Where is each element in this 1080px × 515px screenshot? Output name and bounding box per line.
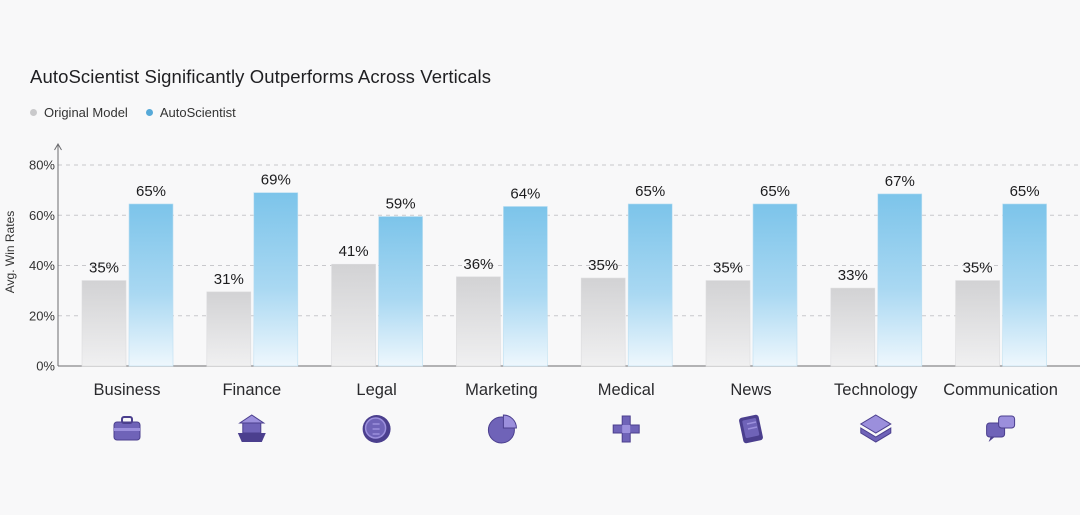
icon-shape bbox=[121, 416, 133, 424]
bar-autoscientist bbox=[128, 203, 174, 367]
legend-item-autoscientist: AutoScientist bbox=[145, 105, 236, 120]
legend-swatch-original bbox=[30, 109, 37, 116]
icon-shape bbox=[372, 423, 380, 435]
legal-seal-icon bbox=[362, 415, 391, 443]
data-label: 35% bbox=[963, 260, 993, 277]
data-label: 65% bbox=[1010, 183, 1040, 200]
x-tick-label: Medical bbox=[598, 381, 655, 399]
bar-autoscientist bbox=[1002, 203, 1047, 367]
medical-cross-icon bbox=[612, 415, 640, 443]
icon-shape bbox=[622, 425, 631, 433]
x-tick-label: Marketing bbox=[465, 381, 537, 399]
data-label: 35% bbox=[713, 260, 743, 277]
bar-original-model bbox=[331, 263, 376, 367]
legend-item-original: Original Model bbox=[30, 105, 128, 120]
chip-icon bbox=[859, 414, 892, 443]
data-label: 65% bbox=[760, 183, 790, 200]
x-tick-label: Legal bbox=[356, 381, 396, 399]
pie-chart-icon bbox=[487, 414, 517, 444]
icon-shape bbox=[859, 414, 892, 434]
x-tick-label: News bbox=[730, 381, 771, 399]
data-label: 35% bbox=[588, 257, 618, 274]
bar-original-model bbox=[206, 291, 252, 367]
y-axis-label: Avg. Win Rates bbox=[3, 211, 17, 293]
icon-shape bbox=[237, 433, 266, 442]
bar-original-model bbox=[456, 276, 501, 367]
chat-icon bbox=[986, 415, 1016, 442]
y-tick-label: 40% bbox=[29, 258, 55, 273]
bar-original-model bbox=[955, 280, 1000, 367]
bank-icon bbox=[237, 414, 266, 442]
bar-autoscientist bbox=[378, 216, 423, 367]
data-label: 35% bbox=[89, 260, 119, 277]
bar-autoscientist bbox=[877, 193, 923, 367]
icon-shape bbox=[998, 415, 1016, 429]
bar-autoscientist bbox=[752, 203, 798, 367]
data-label: 36% bbox=[463, 256, 493, 273]
icon-shape bbox=[988, 437, 995, 442]
icon-shape bbox=[242, 422, 262, 434]
data-label: 67% bbox=[885, 173, 915, 190]
y-axis-arrow bbox=[54, 143, 62, 151]
data-label: 31% bbox=[214, 271, 244, 288]
bar-autoscientist bbox=[503, 206, 548, 367]
data-label: 41% bbox=[339, 243, 369, 260]
icon-shape bbox=[746, 421, 758, 430]
data-label: 59% bbox=[386, 196, 416, 213]
bar-original-model bbox=[830, 287, 876, 367]
newspaper-icon bbox=[739, 414, 763, 444]
legend-label-original: Original Model bbox=[44, 105, 128, 120]
y-tick-label: 0% bbox=[36, 359, 55, 374]
x-tick-label: Business bbox=[94, 381, 161, 399]
bar-original-model bbox=[580, 277, 626, 367]
icon-shape bbox=[364, 417, 387, 439]
y-tick-label: 80% bbox=[29, 158, 55, 173]
x-tick-label: Technology bbox=[834, 381, 918, 399]
chart-title: AutoScientist Significantly Outperforms … bbox=[30, 66, 492, 87]
icon-shape bbox=[114, 428, 140, 431]
data-label: 64% bbox=[510, 185, 540, 202]
data-label: 69% bbox=[261, 172, 291, 189]
data-label: 33% bbox=[838, 267, 868, 284]
y-tick-label: 20% bbox=[29, 308, 55, 323]
data-label: 65% bbox=[635, 183, 665, 200]
icon-shape bbox=[860, 427, 892, 443]
briefcase-icon bbox=[113, 416, 141, 441]
bar-autoscientist bbox=[627, 203, 673, 367]
data-label: 65% bbox=[136, 183, 166, 200]
icon-shape bbox=[502, 414, 517, 429]
bar-autoscientist bbox=[253, 192, 299, 367]
x-tick-label: Communication bbox=[943, 381, 1058, 399]
x-tick-label: Finance bbox=[222, 381, 281, 399]
bar-original-model bbox=[705, 280, 751, 367]
legend: Original Model AutoScientist bbox=[30, 105, 236, 120]
icon-shape bbox=[238, 414, 266, 424]
legend-label-autoscientist: AutoScientist bbox=[159, 105, 236, 120]
bar-original-model bbox=[81, 280, 127, 367]
y-tick-label: 60% bbox=[29, 208, 55, 223]
legend-swatch-autoscientist bbox=[145, 109, 153, 116]
